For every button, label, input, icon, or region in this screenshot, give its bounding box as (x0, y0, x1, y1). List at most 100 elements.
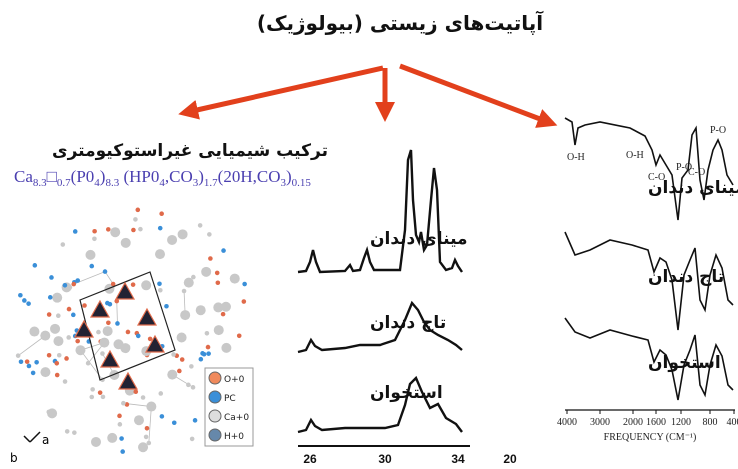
atom (34, 360, 39, 365)
atom (221, 343, 231, 353)
xrd-label: استخوان (370, 383, 443, 403)
atom (103, 269, 108, 274)
atom (55, 373, 60, 378)
xrd-tick-label: 20 (503, 452, 517, 466)
formula-part: (HP0 (119, 167, 159, 186)
atom (147, 441, 152, 446)
legend-label: Ca+0 (224, 413, 249, 423)
formula-sub: 1.7 (204, 177, 218, 189)
atom (157, 281, 162, 286)
legend-swatch (209, 391, 221, 403)
atom (98, 390, 103, 395)
peak-label: O-H (567, 152, 585, 163)
atom (89, 395, 94, 400)
atom (126, 330, 131, 335)
atom (221, 312, 226, 317)
peak-label: O-H (626, 150, 644, 161)
atom (63, 283, 68, 288)
xrd-label: مینای دندان (370, 229, 468, 249)
atom (141, 280, 151, 290)
xrd-tick-label: 30 (378, 452, 392, 466)
bond (149, 407, 152, 443)
atom (221, 302, 231, 312)
atom (86, 361, 91, 366)
atom (16, 353, 21, 358)
atom (27, 364, 32, 369)
tetrahedron (138, 309, 156, 325)
atom (90, 387, 95, 392)
atom (184, 278, 194, 288)
atom (138, 227, 143, 232)
atom (164, 304, 169, 309)
atom (19, 359, 24, 364)
atom (155, 249, 165, 259)
atom (33, 263, 38, 268)
atom (119, 436, 124, 441)
atom (91, 437, 101, 447)
atom (144, 435, 149, 440)
atom (158, 288, 163, 293)
atom (73, 229, 78, 234)
ir-tick-label: 800 (703, 417, 718, 428)
atom (196, 305, 206, 315)
ir-axis-label: FREQUENCY (CM⁻¹) (604, 432, 697, 443)
bond (18, 336, 45, 356)
atom (177, 369, 182, 374)
atom (121, 238, 131, 248)
atom (146, 402, 156, 412)
atom (133, 389, 138, 394)
atom (193, 418, 198, 423)
atom (201, 267, 211, 277)
axis-arrow (30, 432, 40, 442)
legend-swatch (209, 429, 221, 441)
atom (47, 408, 57, 418)
atom (57, 353, 62, 358)
atom (47, 353, 52, 358)
atom (67, 307, 72, 312)
atom (136, 334, 141, 339)
formula: Ca8.3□0.7(P04)8.3 (HP04,CO3)1.7(20H,CO3)… (14, 167, 311, 189)
atom (216, 280, 221, 285)
atom (190, 437, 195, 442)
atom (167, 235, 177, 245)
atom (117, 414, 122, 419)
atom (208, 256, 213, 261)
atom (171, 352, 176, 357)
atom (100, 351, 105, 356)
atom (75, 339, 80, 344)
atom (25, 359, 30, 364)
atom (66, 335, 71, 340)
atom (136, 208, 141, 213)
atom (110, 227, 120, 237)
atom (199, 357, 204, 362)
atom (159, 211, 164, 216)
atom (50, 324, 60, 334)
atom (101, 395, 106, 400)
formula-part: (P0 (71, 167, 95, 186)
atom (206, 345, 211, 350)
atom (92, 229, 97, 234)
atom (61, 242, 66, 247)
atom (89, 264, 94, 269)
ir-label: استخوان (648, 353, 721, 373)
atom (105, 301, 110, 306)
atom (115, 321, 120, 326)
atom (121, 401, 126, 406)
atom (230, 274, 240, 284)
atom (172, 420, 177, 425)
atom (82, 303, 87, 308)
atom (29, 327, 39, 337)
ir-tick-label: 3000 (590, 417, 610, 428)
atom (138, 442, 148, 452)
atom (92, 236, 97, 241)
atom (63, 379, 68, 384)
arrow (188, 68, 383, 112)
atom (207, 232, 212, 237)
ir-tick-label: 1200 (671, 417, 691, 428)
atom (177, 333, 187, 343)
atom (242, 282, 247, 287)
atom (160, 414, 165, 419)
ir-tick-label: 400 (727, 417, 738, 428)
atom (180, 310, 190, 320)
atom (71, 313, 76, 318)
